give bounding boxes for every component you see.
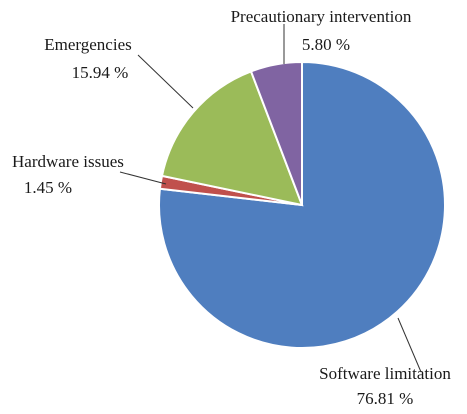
slice-label-hardware: Hardware issues [12,152,124,171]
leader-line-hardware [119,171,167,185]
slice-value-software: 76.81 % [357,389,414,408]
slice-label-emergencies: Emergencies [44,35,131,54]
leader-line-emergencies [137,54,194,109]
slice-value-hardware: 1.45 % [24,178,72,197]
pie-slice-emergencies [160,70,304,207]
slice-value-emergencies: 15.94 % [72,63,129,82]
slice-label-software: Software limitation [319,364,451,383]
slice-label-precautionary: Precautionary intervention [231,7,412,26]
leader-line-software [397,317,422,373]
pie-slice-precautionary [249,60,303,206]
slice-value-precautionary: 5.80 % [302,35,350,54]
